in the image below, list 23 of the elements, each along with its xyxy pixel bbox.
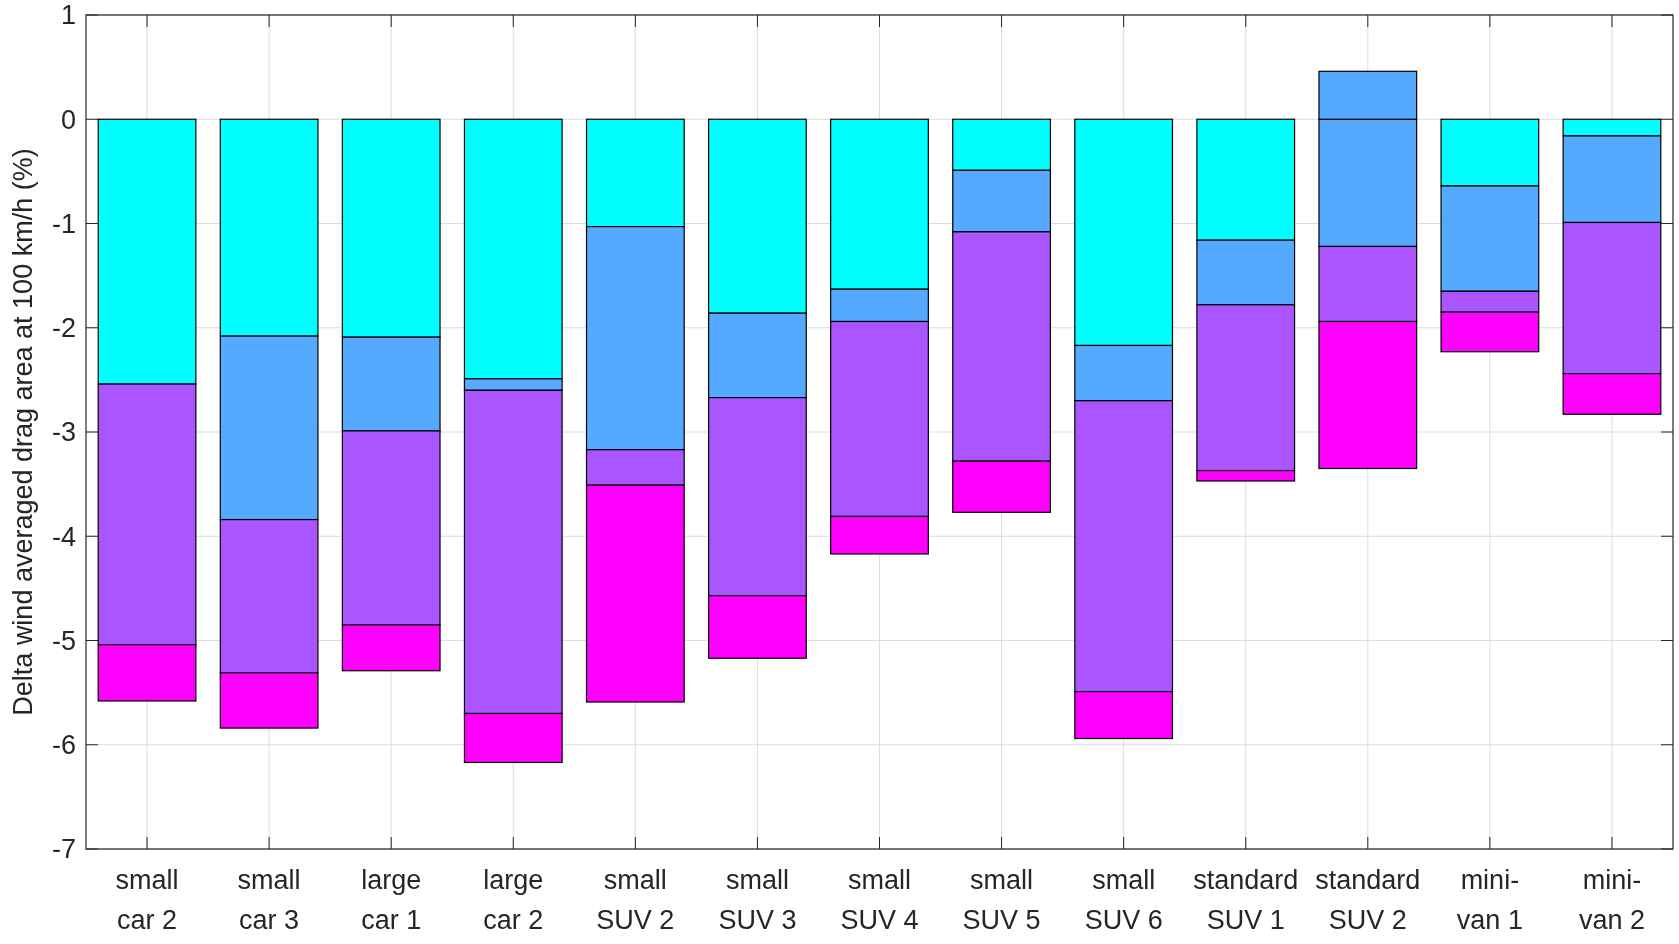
y-tick-label: 0 <box>60 104 76 135</box>
x-tick-label: small SUV 6 <box>1084 865 1163 935</box>
y-tick-label: -1 <box>51 208 76 239</box>
x-tick-label: standard SUV 1 <box>1193 865 1299 935</box>
y-tick-label: 1 <box>60 0 76 31</box>
y-tick-label: -3 <box>51 417 76 448</box>
y-tick-label: -4 <box>51 521 76 552</box>
x-tick-label: mini-van 2 <box>1578 865 1645 935</box>
x-tick-label: large car 1 <box>361 865 422 935</box>
x-tick-label: small SUV 3 <box>718 865 797 935</box>
y-tick-label: -5 <box>51 625 76 656</box>
y-axis-title: Delta wind averaged drag area at 100 km/h (%) <box>8 148 38 716</box>
x-tick-label: small car 3 <box>237 865 301 935</box>
x-tick-label: small car 2 <box>115 865 179 935</box>
y-tick-label: -7 <box>51 834 76 865</box>
x-tick-label: mini-van 1 <box>1456 865 1523 935</box>
x-tick-label: small SUV 4 <box>840 865 919 935</box>
y-tick-label: -2 <box>51 313 76 344</box>
x-tick-label: small SUV 5 <box>962 865 1041 935</box>
x-tick-label: standard SUV 2 <box>1315 865 1421 935</box>
y-tick-label: -6 <box>51 730 76 761</box>
x-tick-label: small SUV 2 <box>596 865 675 935</box>
x-tick-label: large car 2 <box>483 865 544 935</box>
